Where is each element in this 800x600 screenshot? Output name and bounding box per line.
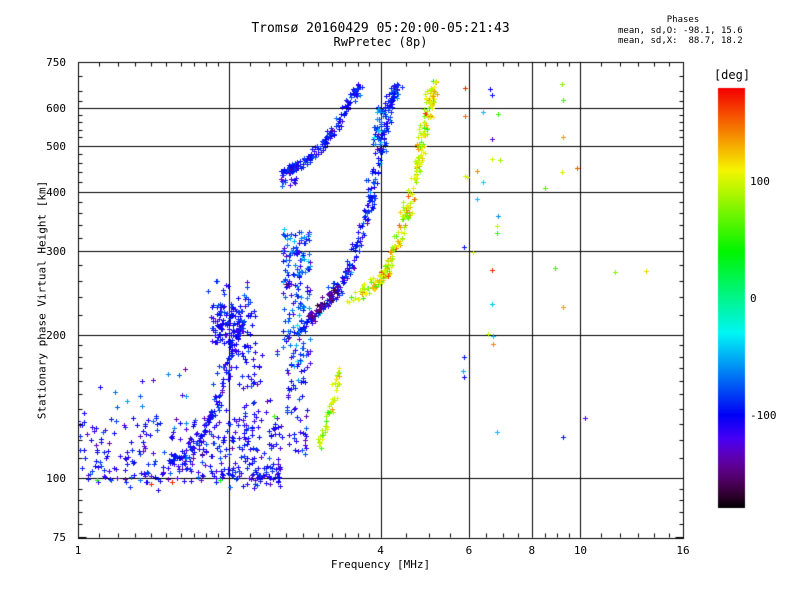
plot-title: Tromsø 20160429 05:20:00-05:21:43: [251, 21, 510, 36]
colorbar-label: [deg]: [713, 68, 751, 82]
phase-stats-block: Phases mean, sd,O: -98.1, 15.6 mean, sd,…: [618, 15, 768, 47]
y-tick-label: 100: [46, 472, 66, 485]
x-tick-label: 10: [573, 544, 588, 557]
y-tick-label: 300: [46, 245, 66, 259]
x-tick-label: 6: [465, 544, 473, 557]
y-tick-label: 500: [46, 139, 66, 153]
y-tick-label: 750: [46, 55, 66, 69]
phase-stats-x-line: mean, sd,X: 88.7, 18.2: [618, 36, 743, 46]
x-tick-label: 1: [74, 544, 82, 557]
x-tick-label: 8: [528, 544, 536, 557]
x-tick-label: 4: [377, 544, 384, 557]
phase-stats-header: Phases: [666, 15, 700, 25]
y-tick-label: 600: [46, 101, 66, 115]
x-axis-label: Frequency [MHz]: [330, 558, 431, 571]
colorbar-tick-label: 0: [750, 292, 757, 305]
y-axis-label: Stationary phase Virtual Height [km]: [35, 180, 49, 420]
phase-stats-o-line: mean, sd,O: -98.1, 15.6: [618, 25, 743, 36]
y-tick-label: 75: [52, 531, 66, 545]
colorbar-tick-label: 100: [750, 175, 770, 189]
plot-subtitle: RwPretec (8p): [333, 35, 428, 49]
y-tick-label: 400: [46, 185, 66, 199]
y-tick-label: 200: [46, 328, 66, 342]
x-tick-label: 2: [225, 544, 233, 557]
x-tick-label: 16: [676, 544, 690, 557]
colorbar-tick-label: -100: [750, 408, 777, 422]
